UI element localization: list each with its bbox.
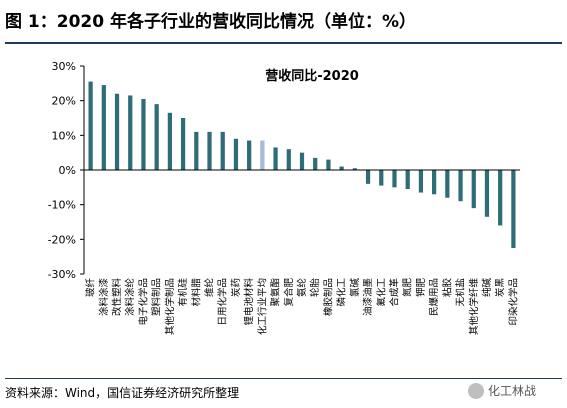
bar — [194, 131, 199, 170]
x-category-label: 电子化学品 — [137, 278, 149, 326]
bar — [207, 131, 212, 170]
bar — [471, 170, 476, 209]
bar — [379, 170, 384, 186]
x-category-label: 塑料制品 — [151, 278, 163, 316]
x-category-label: 油漆油墨 — [362, 278, 374, 317]
x-category-label: 有机硅 — [177, 278, 189, 307]
x-category-label: 纯碱 — [481, 278, 493, 298]
x-category-label: 钾肥 — [415, 278, 427, 298]
bar — [154, 104, 159, 170]
bar — [128, 95, 133, 170]
bar — [418, 170, 424, 193]
x-category-label: 维纶 — [204, 278, 216, 298]
plot-area: 营收同比-2020 30% 20% 10% 0% -10% -20% -30% 玻纤 涂料涂漆 改性… — [48, 60, 520, 335]
bar — [326, 159, 331, 170]
bar — [484, 170, 490, 217]
y-tick-label: -20% — [48, 233, 76, 246]
x-category-label: 改性塑料 — [111, 278, 123, 317]
x-category-label: 其他化学纤维 — [468, 278, 480, 336]
bar — [167, 112, 172, 170]
bar — [180, 118, 186, 170]
x-category-label: 橡胶制品 — [322, 278, 334, 316]
wechat-logo-icon — [468, 382, 484, 399]
x-category-label: 氮肥 — [402, 278, 414, 298]
x-category-label: 炭黑 — [495, 278, 506, 298]
bar — [498, 170, 503, 226]
bar — [445, 170, 450, 198]
x-category-label: 合成革 — [388, 278, 400, 307]
bar — [247, 140, 252, 170]
bar — [101, 85, 106, 170]
bar — [220, 131, 225, 170]
source-note: 资料来源：Wind，国信证券经济研究所整理 — [5, 378, 562, 401]
x-category-label: 无机盐 — [455, 278, 467, 307]
watermark-logo: 化工林战 — [468, 382, 536, 399]
bar — [352, 168, 357, 170]
bar — [405, 170, 410, 190]
x-category-label: 轮胎 — [309, 278, 321, 298]
bar — [339, 166, 344, 170]
y-tick-label: -10% — [48, 199, 76, 212]
y-tick-label: 10% — [52, 129, 76, 142]
bar — [458, 170, 463, 202]
y-tick-label: 30% — [52, 60, 76, 73]
chart-title: 营收同比-2020 — [265, 68, 359, 84]
bar — [233, 138, 239, 170]
bar — [114, 93, 120, 170]
y-tick-label: -30% — [48, 268, 76, 281]
y-tick-label: 20% — [52, 95, 76, 108]
x-category-label: 民爆用品 — [428, 278, 440, 316]
x-category-label: 玻纤 — [85, 278, 97, 298]
x-category-label: 氨纶 — [296, 278, 308, 298]
bar — [511, 170, 516, 248]
y-tick-label: 0% — [59, 164, 76, 177]
x-category-label: 化工行业平均 — [256, 278, 268, 335]
bar — [432, 170, 437, 195]
bar — [88, 81, 93, 170]
x-category-label: 涂料涂漆 — [98, 278, 110, 317]
x-category-label: 复合肥 — [283, 278, 295, 307]
bar — [286, 149, 291, 170]
bar — [299, 152, 305, 170]
x-category-label: 炭药 — [231, 278, 242, 297]
x-category-label: 聚氨酯 — [270, 278, 282, 307]
x-category-label: 日用化学品 — [217, 278, 229, 326]
x-category-label: 磷化工 — [336, 278, 348, 307]
x-category-label: 锂电池材料 — [243, 278, 255, 326]
x-category-label: 粘胶 — [441, 278, 453, 298]
bar — [365, 170, 371, 184]
x-category-label: 材料腊 — [190, 278, 202, 307]
bar — [141, 98, 146, 170]
bar — [392, 170, 397, 188]
x-category-label: 印染化学品 — [507, 278, 519, 326]
logo-text: 化工林战 — [488, 384, 537, 398]
x-category-label: 氟化工 — [375, 278, 387, 307]
x-category-label: 氯碱 — [349, 278, 361, 298]
figure-title: 图 1：2020 年各子行业的营收同比情况（单位：%） — [5, 4, 562, 44]
bar — [260, 140, 265, 170]
x-category-label: 其他化学制品 — [164, 278, 176, 335]
bar-chart: 营收同比-2020 30% 20% 10% 0% -10% -20% -30% 玻纤 涂料涂漆 改性… — [48, 60, 520, 335]
bar — [313, 157, 318, 170]
bar — [273, 147, 278, 170]
x-category-label: 涂料涂纶 — [124, 278, 136, 317]
